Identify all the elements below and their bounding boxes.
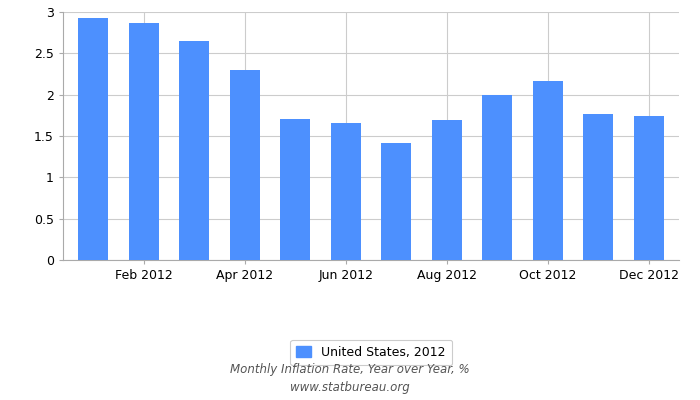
Bar bbox=[432, 120, 462, 260]
Bar bbox=[583, 114, 613, 260]
Text: Monthly Inflation Rate, Year over Year, %: Monthly Inflation Rate, Year over Year, … bbox=[230, 364, 470, 376]
Bar bbox=[129, 23, 159, 260]
Bar bbox=[78, 18, 108, 260]
Bar bbox=[381, 144, 412, 260]
Bar bbox=[230, 70, 260, 260]
Bar bbox=[533, 82, 563, 260]
Bar bbox=[280, 120, 310, 260]
Bar bbox=[634, 116, 664, 260]
Bar bbox=[482, 96, 512, 260]
Legend: United States, 2012: United States, 2012 bbox=[290, 340, 452, 365]
Bar bbox=[330, 123, 361, 260]
Text: www.statbureau.org: www.statbureau.org bbox=[290, 381, 410, 394]
Bar bbox=[179, 41, 209, 260]
